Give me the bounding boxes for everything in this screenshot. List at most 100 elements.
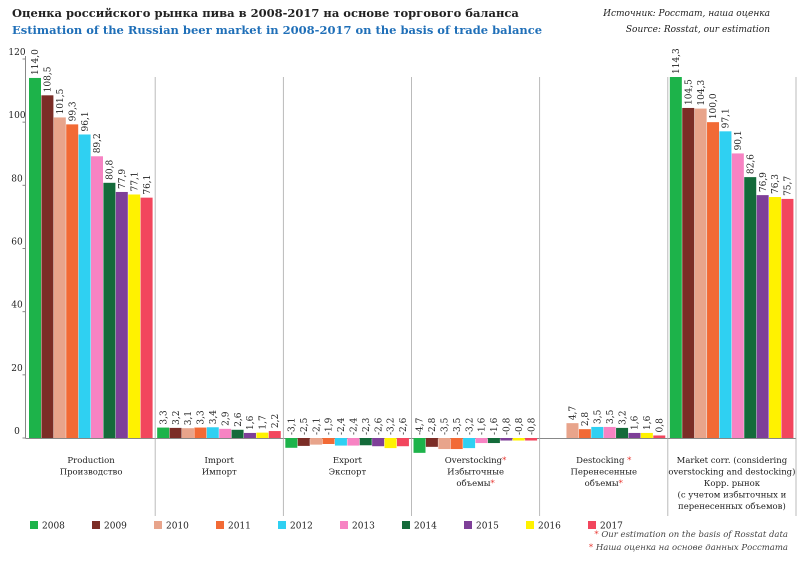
- legend-label-2008: 2008: [42, 522, 65, 532]
- bar-2016-4: [640, 432, 653, 438]
- data-label: 4,7: [569, 406, 579, 421]
- bar-2011-1: [194, 427, 207, 438]
- data-label: 2,2: [271, 414, 281, 428]
- bar-2016-1: [256, 432, 269, 438]
- category-label: Destocking *: [576, 456, 632, 466]
- data-label: 114,3: [672, 48, 682, 74]
- legend-label-2011: 2011: [228, 522, 251, 532]
- category-label: Market corr. (considering: [677, 455, 788, 466]
- data-label: 77,1: [130, 171, 140, 191]
- data-label: 3,3: [159, 410, 169, 425]
- bar-2011-4: [578, 429, 591, 438]
- bar-2015-1: [243, 432, 256, 438]
- data-label: 76,1: [143, 175, 153, 195]
- chart-title-ru: Оценка российского рынка пива в 2008-201…: [12, 6, 519, 20]
- data-label: 76,3: [771, 174, 781, 194]
- data-label: 104,3: [697, 80, 707, 106]
- category-label: overstocking and destocking): [668, 467, 795, 478]
- bar-2017-4: [653, 435, 666, 438]
- bar-2008-3: [413, 438, 426, 453]
- data-label: -3,5: [453, 417, 463, 435]
- category-label: Избыточные: [447, 467, 504, 478]
- bar-2014-4: [616, 427, 629, 438]
- data-label: 2,8: [581, 412, 591, 427]
- category-label: Overstocking*: [445, 456, 507, 466]
- data-label: 2,9: [221, 411, 231, 426]
- bar-2010-1: [181, 428, 194, 438]
- bar-2008-5: [669, 77, 682, 438]
- data-label: 80,8: [106, 159, 116, 179]
- category-label: Перенесенные: [570, 468, 637, 478]
- bar-2015-0: [115, 191, 128, 438]
- footnote-en: * Our estimation on the basis of Rosstat…: [594, 530, 788, 540]
- bar-2011-5: [707, 122, 720, 439]
- data-label: 99,3: [68, 101, 78, 121]
- footnote-ru-text: Наша оценка на основе данных Росстата: [595, 543, 788, 553]
- bar-2013-5: [731, 153, 744, 438]
- data-label: -3,5: [441, 417, 451, 435]
- data-label: 3,5: [606, 409, 616, 424]
- bar-2014-1: [231, 429, 244, 438]
- data-label: 1,7: [259, 415, 269, 430]
- bar-2008-1: [157, 427, 170, 438]
- category-label: Корр. рынок: [704, 479, 761, 489]
- bar-2017-1: [268, 431, 281, 438]
- data-label: -2,3: [362, 417, 372, 435]
- bar-2010-0: [53, 117, 66, 438]
- data-label: 89,2: [93, 133, 103, 153]
- data-label: -0,8: [515, 417, 525, 435]
- legend-label-2012: 2012: [290, 522, 313, 532]
- data-label: -1,6: [490, 417, 500, 435]
- bar-2015-4: [628, 432, 641, 438]
- legend-swatch-2015: [464, 521, 472, 529]
- legend-swatch-2013: [340, 521, 348, 529]
- y-tick-label: 60: [11, 238, 23, 248]
- legend-label-2013: 2013: [352, 522, 375, 532]
- legend-swatch-2012: [278, 521, 286, 529]
- data-label: -1,9: [325, 417, 335, 435]
- y-tick-label: 20: [11, 364, 23, 374]
- bar-2011-3: [450, 438, 463, 450]
- legend-label-2015: 2015: [476, 522, 499, 532]
- legend-swatch-2011: [216, 521, 224, 529]
- footnote-en-text: Our estimation on the basis of Rosstat d…: [601, 530, 788, 540]
- data-label: 108,5: [44, 66, 54, 92]
- data-label: 1,6: [643, 415, 653, 430]
- category-label: Export: [333, 456, 363, 466]
- data-label: 96,1: [81, 111, 91, 131]
- bar-2014-3: [487, 438, 500, 444]
- category-label: (с учетом избыточных и: [678, 490, 787, 501]
- data-label: 3,5: [593, 409, 603, 424]
- data-label: -1,6: [478, 417, 488, 435]
- bar-2009-5: [682, 107, 695, 439]
- bar-2012-2: [334, 438, 347, 446]
- data-label: -0,8: [527, 417, 537, 435]
- bar-2009-3: [425, 438, 438, 447]
- bar-2012-3: [463, 438, 476, 449]
- category-label: перенесенных объемов): [678, 501, 786, 512]
- bar-2010-3: [438, 438, 451, 450]
- data-label: 101,5: [56, 88, 66, 114]
- bar-2010-5: [694, 108, 707, 439]
- bar-2015-2: [372, 438, 385, 447]
- y-tick-label: 40: [11, 301, 23, 311]
- data-label: 77,9: [118, 169, 128, 189]
- data-label: 104,5: [684, 79, 694, 105]
- data-label: 75,7: [784, 176, 794, 196]
- bar-2016-2: [384, 438, 397, 449]
- data-label: 76,9: [759, 172, 769, 192]
- source-ru: Источник: Росстат, наша оценка: [603, 9, 770, 19]
- data-label: -2,1: [312, 418, 322, 435]
- bar-2008-0: [29, 77, 41, 438]
- bar-2010-4: [566, 423, 579, 438]
- data-label: 3,3: [197, 410, 207, 425]
- category-label: объемы*: [456, 478, 495, 489]
- y-tick-label: 80: [11, 174, 23, 184]
- bar-2012-4: [591, 426, 604, 438]
- category-label: Производство: [60, 468, 123, 478]
- bar-2016-3: [512, 438, 525, 441]
- legend-label-2014: 2014: [414, 522, 437, 532]
- data-label: 2,6: [234, 412, 244, 427]
- bar-2015-5: [756, 195, 769, 438]
